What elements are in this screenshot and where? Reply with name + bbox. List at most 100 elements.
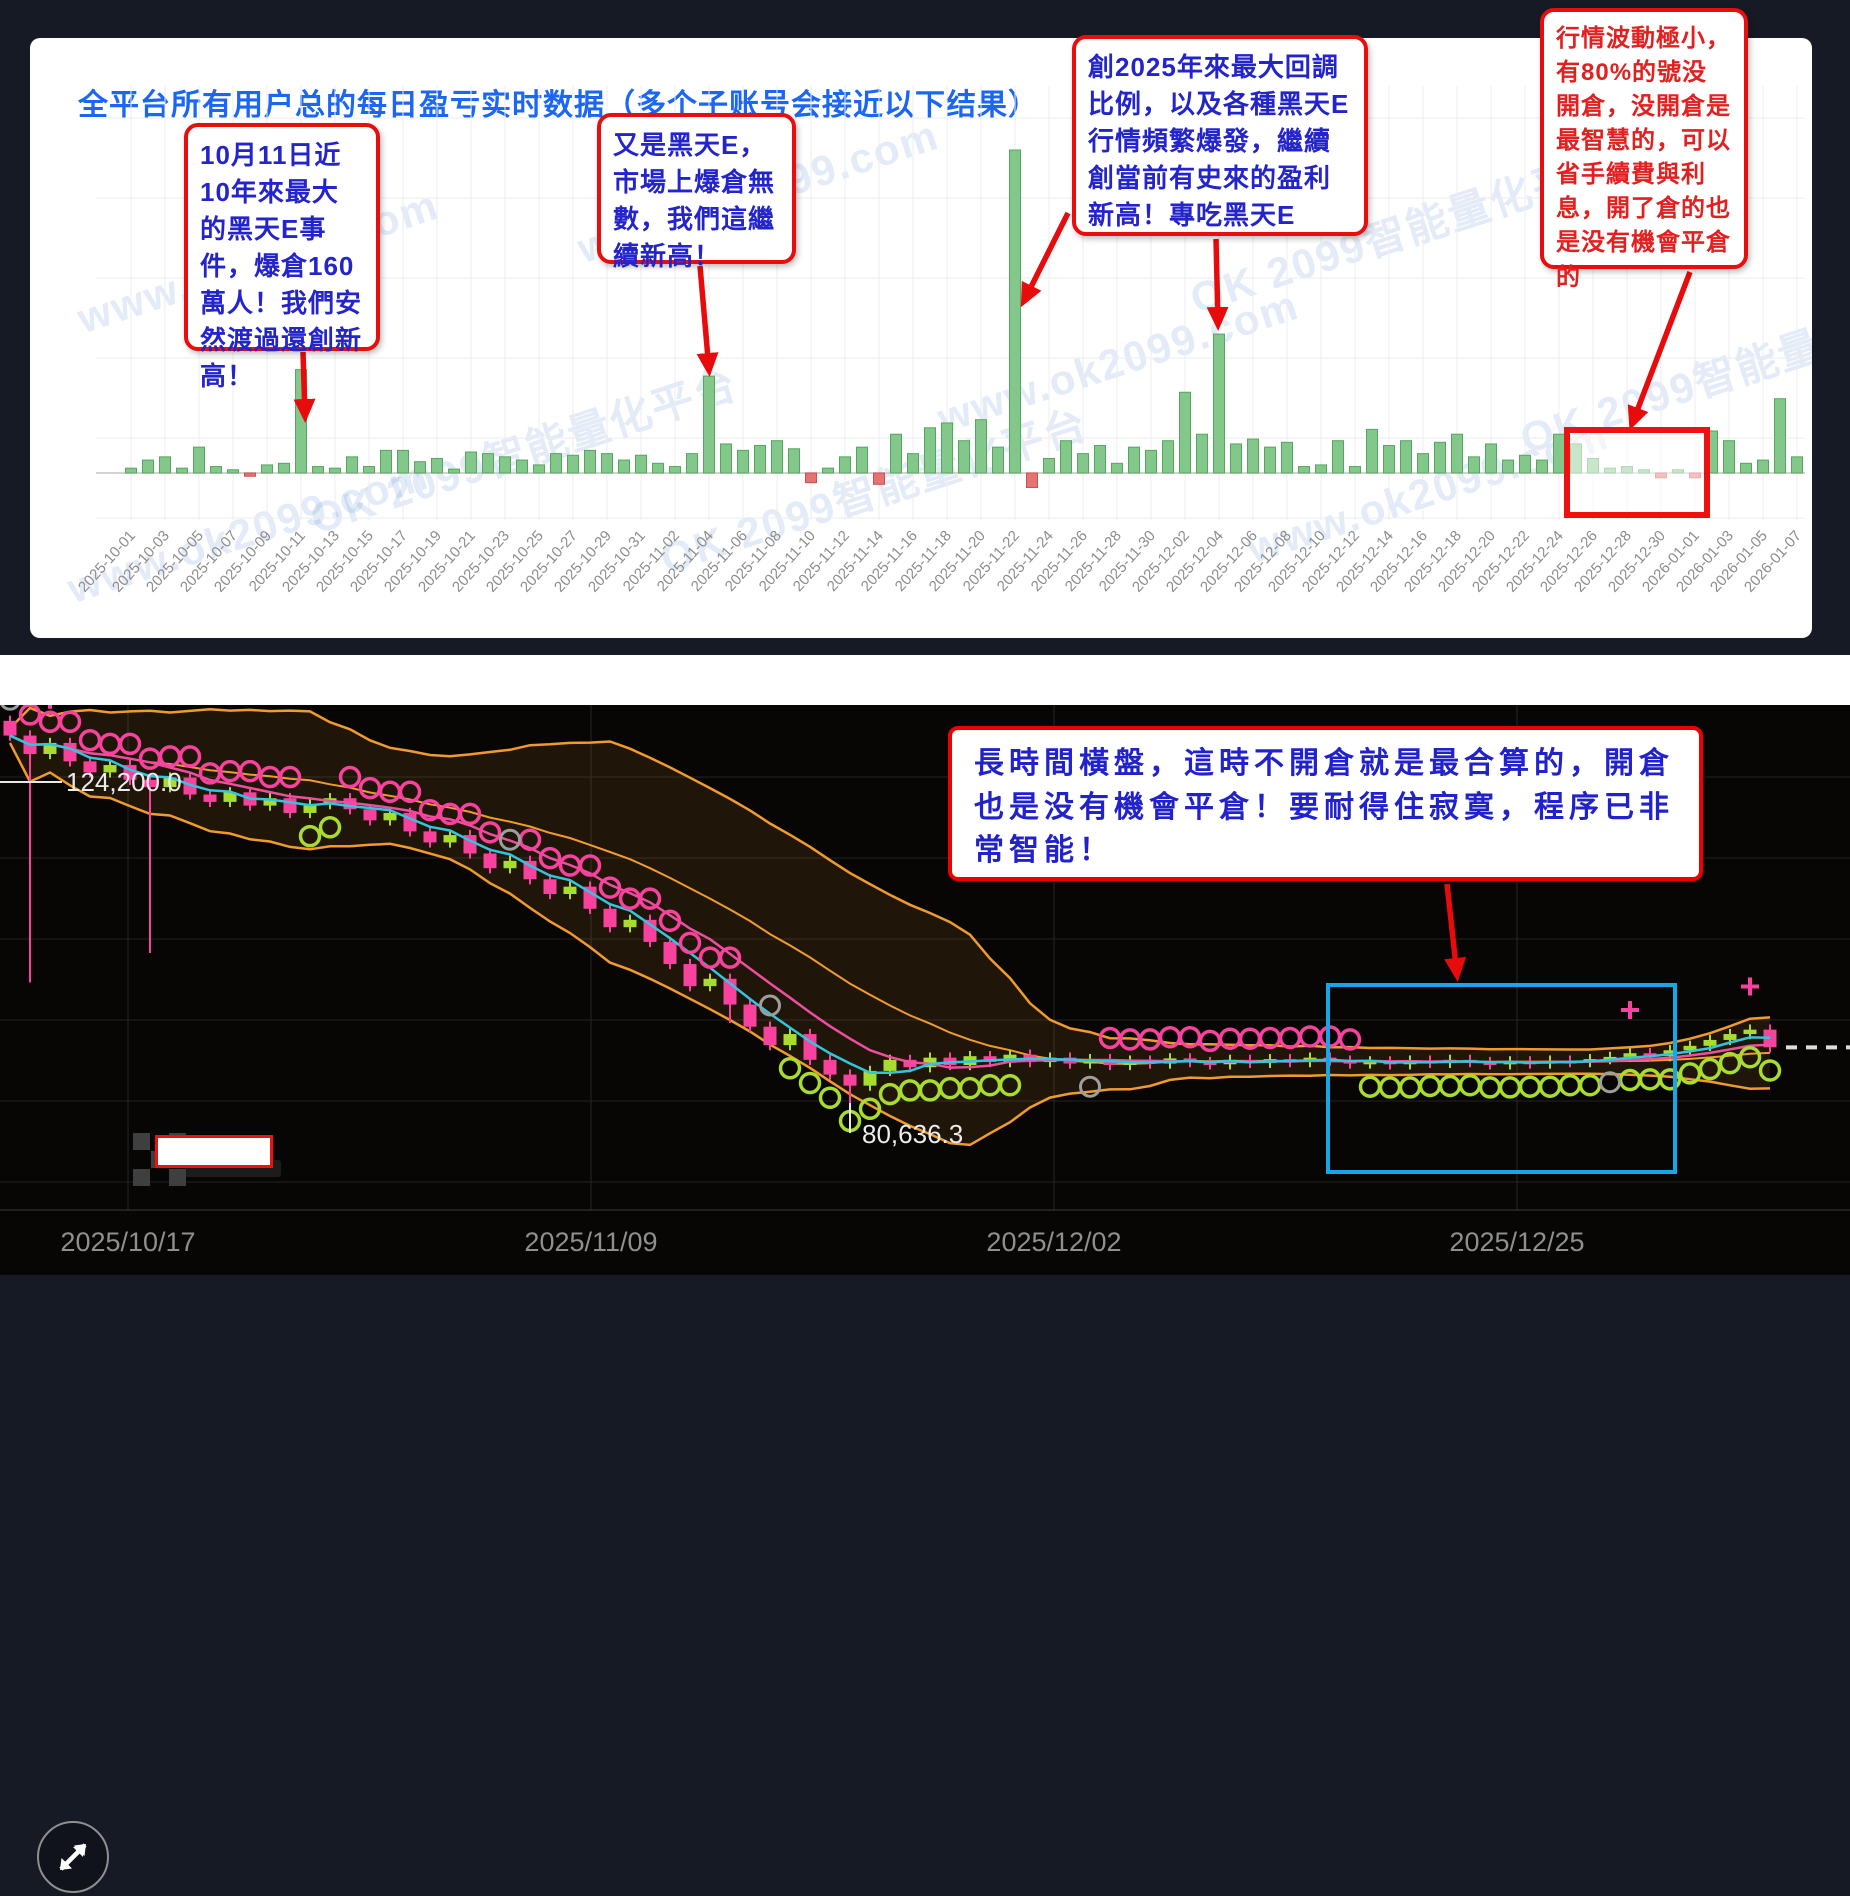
pnl-bar: [686, 453, 698, 474]
long-signal-circle: [298, 824, 322, 848]
annotation-oct11-blackswan: 10月11日近10年來最大的黑天E事件，爆倉160萬人！我們安然渡過還創新高！: [184, 123, 380, 391]
short-signal-circle: [598, 876, 622, 899]
neutral-signal-circle: [1599, 1071, 1621, 1094]
long-signal-circle: [778, 1057, 802, 1080]
pnl-bar: [125, 467, 137, 474]
candle-body: [1743, 1029, 1757, 1035]
long-signal-circle: [1698, 1057, 1722, 1081]
candle-body: [43, 742, 57, 754]
page-title: 全平台所有用户总的每日盈亏实时数据（多个子账号会接近以下结果）: [78, 89, 1039, 122]
pnl-bar: [1009, 149, 1021, 474]
pnl-bar: [1468, 456, 1480, 474]
pnl-bar: [159, 456, 171, 474]
short-signal-circle: [638, 887, 662, 910]
pnl-bar: [1247, 438, 1259, 474]
short-signal-circle: [1278, 1026, 1302, 1050]
short-signal-circle: [1318, 1025, 1342, 1048]
pnl-bar: [448, 468, 460, 474]
pnl-bar: [1434, 441, 1446, 474]
pnl-bar: [1281, 441, 1293, 474]
pnl-bar: [346, 456, 358, 474]
pnl-bar: [788, 448, 800, 474]
pnl-bar: [1043, 457, 1055, 474]
annotation-text: 行情波動極小，有80%的號没開倉，没開倉是最智慧的，可以省手續費與利息，開了倉的…: [1556, 25, 1731, 291]
candle-body: [883, 1059, 897, 1071]
pnl-bar: [363, 466, 375, 474]
pnl-bar: [1672, 469, 1684, 474]
pnl-bar: [567, 454, 579, 474]
pnl-bar: [618, 459, 630, 474]
pnl-bar: [397, 449, 409, 474]
pnl-bar: [652, 462, 664, 474]
candle-body: [563, 886, 577, 895]
short-signal-circle: [538, 846, 562, 870]
long-signal-circle: [1738, 1045, 1762, 1069]
pnl-bar: [1162, 440, 1174, 474]
pnl-bar: [210, 466, 222, 474]
pnl-bar: [1723, 440, 1735, 474]
x-tick-label: 2025/11/09: [524, 1227, 657, 1257]
x-tick-label: 2025/10/17: [60, 1227, 195, 1257]
pnl-bar: [176, 467, 188, 474]
price-labels-group: 124,200.0 80,636.3: [0, 767, 963, 1149]
pnl-bar: [312, 466, 324, 474]
candle-body: [203, 794, 217, 802]
annotation-blackswan-again: 又是黑天E，市場上爆倉無數，我們這繼續新高！: [597, 113, 796, 271]
pnl-bar: [822, 467, 834, 474]
long-signal-circle: [1438, 1074, 1462, 1098]
short-signal-circle: [118, 732, 142, 756]
x-axis-labels: 2025/10/17 2025/11/09 2025/12/02 2025/12/25: [60, 1227, 1584, 1257]
candle-body: [83, 761, 97, 773]
long-signal-circle: [1538, 1075, 1562, 1098]
pnl-bar: [550, 453, 562, 474]
candle-body: [1703, 1039, 1717, 1046]
pnl-bar: [1060, 440, 1072, 474]
pnl-bar: [584, 449, 596, 474]
pnl-bar: [1230, 443, 1242, 474]
pnl-bar: [278, 462, 290, 474]
pnl-bar: [703, 375, 715, 474]
short-signal-circle: [678, 931, 702, 955]
pnl-bar: [805, 472, 817, 484]
pnl-bar: [1774, 398, 1786, 474]
candle-body: [143, 779, 157, 788]
short-signal-circle: [398, 780, 422, 804]
short-signal-circle: [478, 821, 502, 844]
candle-body: [503, 860, 517, 869]
long-signal-circle: [798, 1071, 822, 1095]
candle-body: [623, 919, 637, 928]
pnl-bar: [261, 464, 273, 474]
long-signal-circle: [1398, 1076, 1422, 1099]
logo-checker-square: [169, 1169, 186, 1186]
pnl-bar: [1026, 472, 1038, 489]
candle-body: [1723, 1034, 1737, 1040]
candle-body: [903, 1059, 917, 1068]
pnl-bar: [1179, 391, 1191, 474]
short-signal-circle: [278, 765, 302, 789]
short-signal-circle: [718, 946, 742, 969]
pnl-bar: [924, 427, 936, 474]
annotation-text: 長時間橫盤，這時不開倉就是最合算的，開倉也是没有機會平倉！要耐得住寂寞，程序已非…: [974, 747, 1674, 867]
short-signal-circle: [18, 705, 42, 726]
neutral-signal-circle: [1079, 1075, 1101, 1098]
pnl-bar: [499, 456, 511, 474]
candle-body: [703, 978, 717, 987]
pnl-bar: [720, 443, 732, 474]
candle-body: [1763, 1029, 1777, 1048]
candle-body: [63, 742, 77, 762]
short-signal-circle: [178, 745, 202, 768]
pnl-bar: [1332, 440, 1344, 474]
candle-body: [543, 879, 557, 895]
pnl-bar: [142, 459, 154, 474]
pnl-bar: [1570, 443, 1582, 474]
pnl-bar: [1655, 472, 1667, 479]
expand-chart-button[interactable]: [37, 1821, 109, 1893]
x-tick-label: 2025/12/25: [1449, 1227, 1584, 1257]
candle-body: [743, 1004, 757, 1027]
pnl-bar: [1740, 462, 1752, 474]
candle-body: [923, 1057, 937, 1068]
long-signal-circle: [998, 1073, 1022, 1097]
candle-body: [863, 1070, 877, 1086]
short-signal-circle: [658, 909, 682, 933]
pnl-bar: [1111, 462, 1123, 474]
